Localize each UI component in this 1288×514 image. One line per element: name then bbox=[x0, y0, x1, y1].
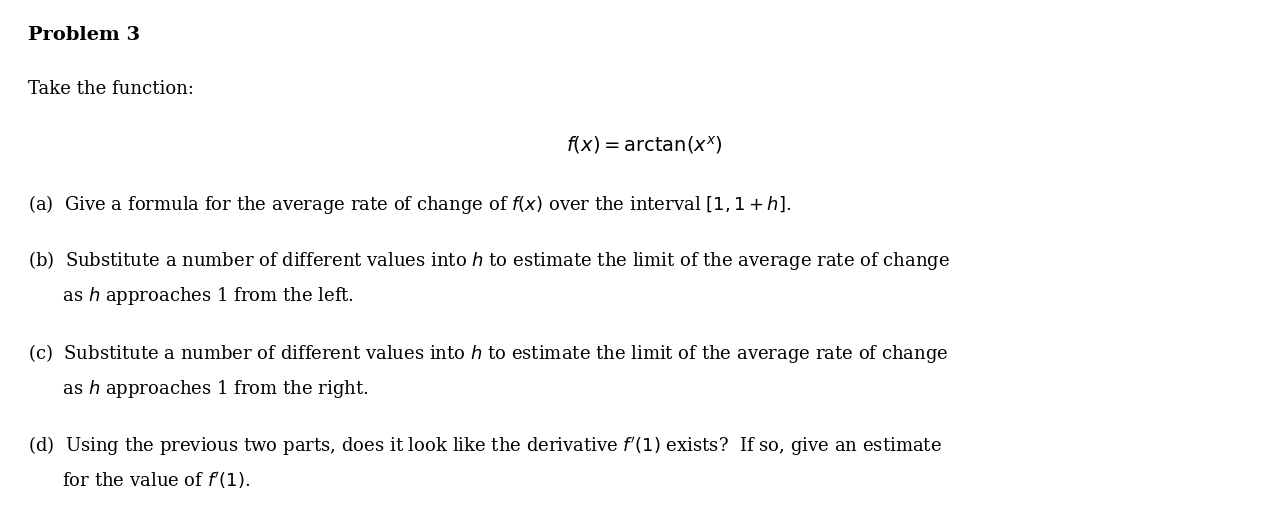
Text: for the value of $f'(1)$.: for the value of $f'(1)$. bbox=[28, 470, 251, 491]
Text: $f(x) = \arctan(x^x)$: $f(x) = \arctan(x^x)$ bbox=[565, 134, 723, 156]
Text: (d)  Using the previous two parts, does it look like the derivative $f'(1)$ exis: (d) Using the previous two parts, does i… bbox=[28, 434, 942, 457]
Text: (c)  Substitute a number of different values into $h$ to estimate the limit of t: (c) Substitute a number of different val… bbox=[28, 342, 949, 365]
Text: as $h$ approaches 1 from the right.: as $h$ approaches 1 from the right. bbox=[28, 378, 368, 400]
Text: as $h$ approaches 1 from the left.: as $h$ approaches 1 from the left. bbox=[28, 285, 354, 307]
Text: (a)  Give a formula for the average rate of change of $f(x)$ over the interval $: (a) Give a formula for the average rate … bbox=[28, 193, 792, 216]
Text: Problem 3: Problem 3 bbox=[28, 26, 140, 44]
Text: (b)  Substitute a number of different values into $h$ to estimate the limit of t: (b) Substitute a number of different val… bbox=[28, 249, 951, 272]
Text: Take the function:: Take the function: bbox=[28, 80, 194, 98]
